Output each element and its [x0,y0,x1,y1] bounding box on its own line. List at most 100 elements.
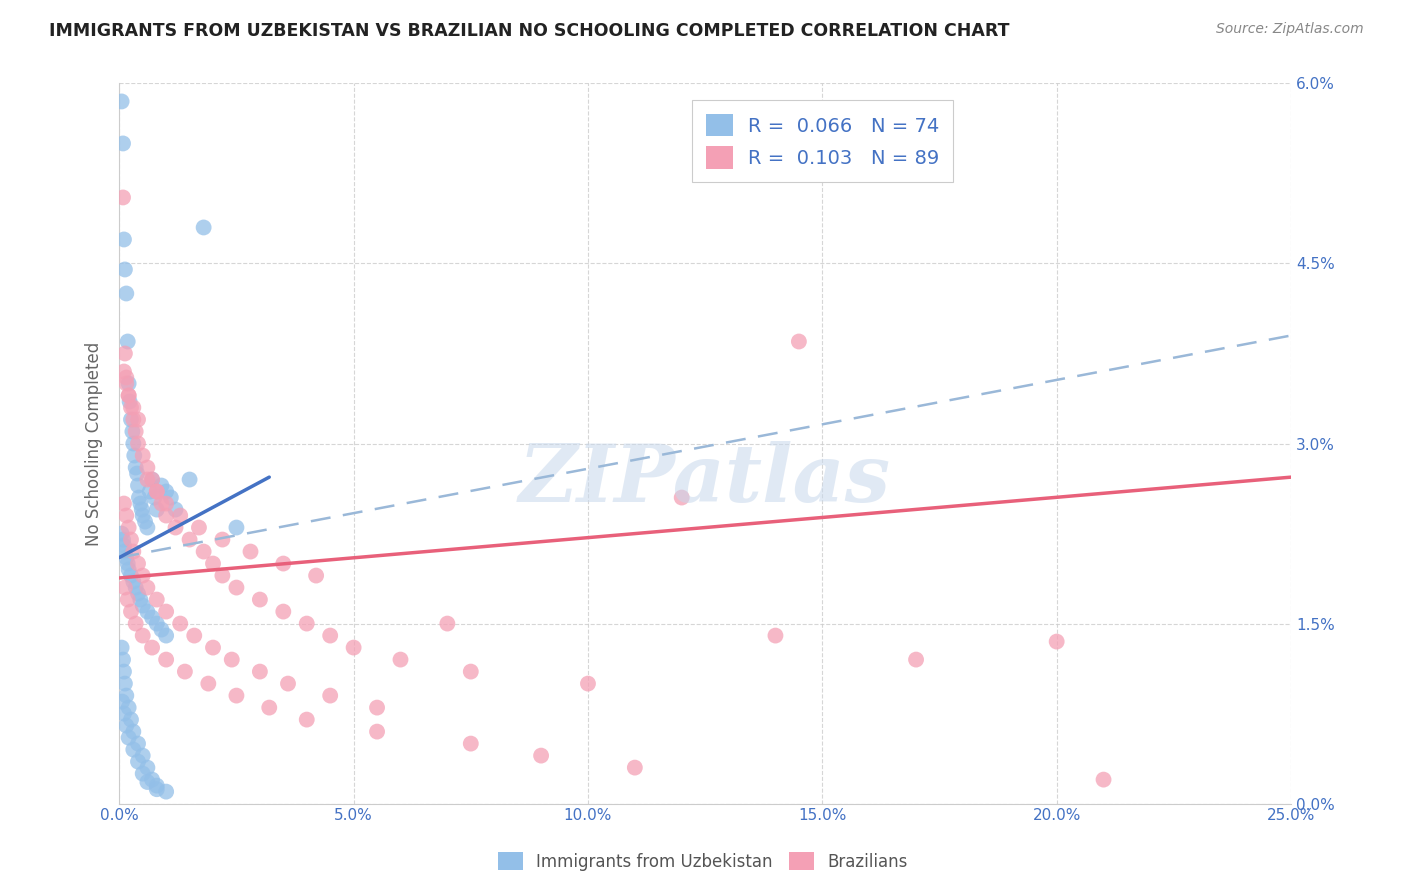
Point [169,616,191,631]
Point [671,491,693,505]
Point [155,484,177,499]
Point [110,526,132,541]
Point [117,700,139,714]
Legend: Immigrants from Uzbekistan, Brazilians: Immigrants from Uzbekistan, Brazilians [489,844,917,880]
Point [112,539,135,553]
Point [319,629,342,643]
Point [127,412,149,426]
Point [155,508,177,523]
Point [155,605,177,619]
Point [273,557,295,571]
Point [115,508,138,523]
Point [225,520,247,534]
Point [114,262,136,277]
Point [122,724,145,739]
Point [120,605,142,619]
Point [111,695,134,709]
Point [121,425,143,439]
Point [115,689,138,703]
Point [624,761,647,775]
Point [169,508,191,523]
Point [183,629,205,643]
Point [127,586,149,600]
Point [460,737,482,751]
Point [145,779,167,793]
Point [129,497,152,511]
Point [117,376,139,391]
Point [114,581,136,595]
Point [155,784,177,798]
Point [138,484,160,499]
Point [136,460,159,475]
Point [110,640,132,655]
Point [114,544,136,558]
Point [122,574,145,589]
Point [127,436,149,450]
Point [145,592,167,607]
Point [211,568,233,582]
Text: Source: ZipAtlas.com: Source: ZipAtlas.com [1216,22,1364,37]
Point [160,491,183,505]
Point [155,652,177,666]
Point [389,652,412,666]
Point [239,544,262,558]
Point [131,629,153,643]
Point [112,497,135,511]
Point [145,484,167,499]
Point [112,364,135,378]
Point [343,640,366,655]
Point [115,376,138,391]
Point [120,568,142,582]
Point [118,394,141,409]
Point [277,676,299,690]
Point [122,412,145,426]
Point [136,581,159,595]
Point [131,599,153,613]
Point [111,652,134,666]
Point [111,190,134,204]
Point [131,508,153,523]
Point [112,706,135,721]
Point [117,520,139,534]
Point [111,533,134,547]
Point [136,761,159,775]
Point [134,515,156,529]
Point [145,616,167,631]
Point [143,491,166,505]
Point [305,568,328,582]
Point [127,737,149,751]
Point [141,610,163,624]
Point [145,782,167,797]
Point [765,629,787,643]
Point [122,401,145,415]
Point [120,401,142,415]
Point [110,95,132,109]
Point [131,449,153,463]
Point [295,616,318,631]
Point [122,742,145,756]
Point [141,640,163,655]
Point [145,502,167,516]
Point [179,473,201,487]
Point [319,689,342,703]
Point [127,478,149,492]
Legend: R =  0.066   N = 74, R =  0.103   N = 89: R = 0.066 N = 74, R = 0.103 N = 89 [692,101,953,182]
Point [122,544,145,558]
Point [120,713,142,727]
Point [1092,772,1115,787]
Point [273,605,295,619]
Point [124,581,146,595]
Point [193,220,215,235]
Point [141,473,163,487]
Point [295,713,318,727]
Point [124,460,146,475]
Point [905,652,928,666]
Point [165,520,187,534]
Point [188,520,211,534]
Point [197,676,219,690]
Point [150,623,173,637]
Point [112,665,135,679]
Point [141,772,163,787]
Point [155,497,177,511]
Point [115,286,138,301]
